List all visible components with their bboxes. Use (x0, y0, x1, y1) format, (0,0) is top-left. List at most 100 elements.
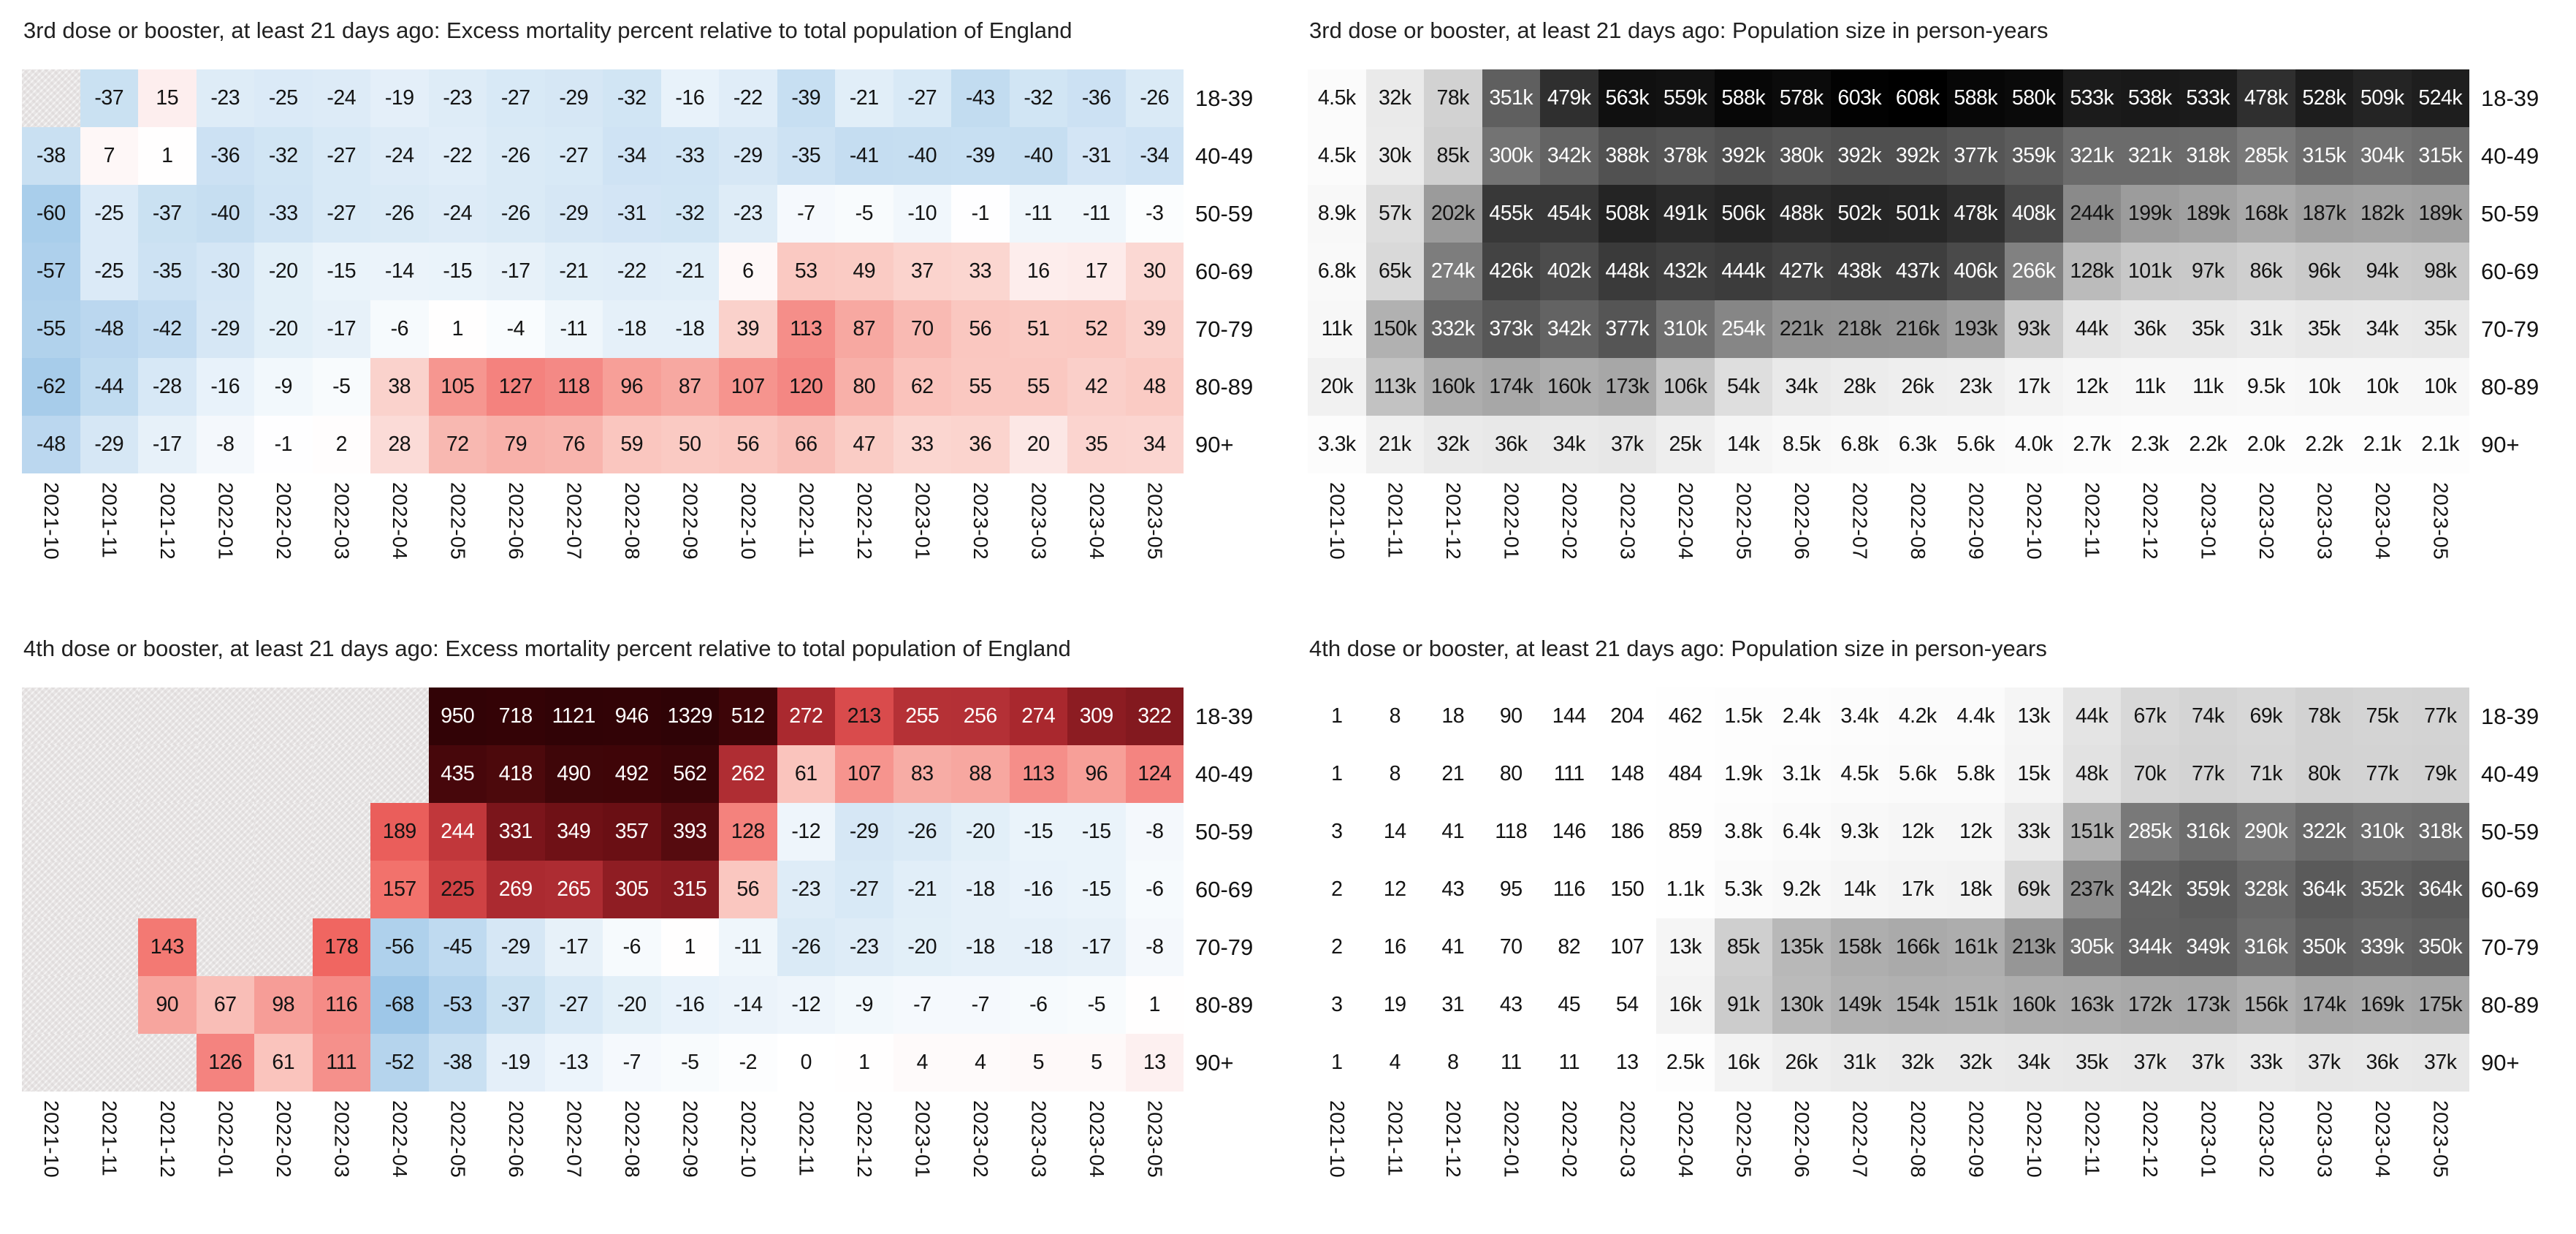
x-tick-label: 2022-06 (1790, 482, 1813, 560)
heatmap-cell: 91k (1714, 976, 1772, 1034)
heatmap-cell: 107 (835, 745, 893, 803)
heatmap-cell: -32 (660, 185, 719, 243)
heatmap-cell: 2.1k (2411, 416, 2469, 473)
heatmap-cell: 48 (1125, 358, 1184, 416)
heatmap-cell: -15 (428, 243, 487, 300)
heatmap-cell: 75k (2353, 688, 2412, 745)
heatmap-cell: 47 (835, 416, 893, 473)
x-tick-label: 2022-11 (795, 482, 818, 559)
heatmap-cell: 93k (2005, 300, 2063, 358)
y-tick-label: 70-79 (2481, 934, 2539, 960)
x-tick-label: 2023-02 (969, 482, 992, 560)
heatmap-cell: 86k (2237, 243, 2295, 300)
x-tick-label: 2022-03 (1616, 482, 1639, 560)
heatmap-cell: 342k (1540, 127, 1598, 185)
heatmap-cell: -29 (80, 416, 138, 473)
heatmap-cell: 169k (2353, 976, 2412, 1034)
y-tick-label: 80-89 (2481, 373, 2539, 400)
heatmap-cell: 10k (2353, 358, 2412, 416)
heatmap-cell-missing (22, 861, 80, 918)
x-tick-label: 2021-10 (39, 482, 63, 560)
x-tick-label: 2022-09 (1965, 1100, 1988, 1178)
x-tick-label: 2022-11 (795, 1100, 818, 1177)
heatmap-cell: 2 (1308, 918, 1366, 976)
heatmap-cell: 83 (893, 745, 951, 803)
heatmap-cell: 331 (487, 803, 545, 861)
heatmap-cell: 305 (603, 861, 661, 918)
heatmap-cell: 364k (2411, 861, 2469, 918)
heatmap-cell: 43 (1482, 976, 1540, 1034)
heatmap-cell: -60 (22, 185, 80, 243)
heatmap-cell: 35k (2295, 300, 2353, 358)
heatmap-cell-missing (22, 745, 80, 803)
axis-corner-spacer (2469, 1092, 2557, 1234)
y-tick-label: 90+ (2481, 431, 2520, 457)
heatmap-cell: 69k (2005, 861, 2063, 918)
x-tick-label: 2023-04 (2371, 1100, 2394, 1178)
heatmap-cell: 315k (2295, 127, 2353, 185)
heatmap-cell: 3.4k (1830, 688, 1889, 745)
heatmap-cell: 2.3k (2121, 416, 2179, 473)
heatmap-cell: 21k (1365, 416, 1424, 473)
heatmap-cell: 315k (2411, 127, 2469, 185)
heatmap-cell: 174k (2295, 976, 2353, 1034)
heatmap-cell: 146 (1540, 803, 1598, 861)
x-tick-label: 2022-10 (736, 1100, 760, 1178)
panel-title: 3rd dose or booster, at least 21 days ag… (1309, 18, 2049, 43)
heatmap-cell: -23 (196, 69, 254, 127)
heatmap-cell: 10k (2295, 358, 2353, 416)
y-tick-label: 60-69 (1195, 258, 1254, 284)
x-tick-label: 2023-04 (1085, 1100, 1108, 1178)
heatmap-cell: -8 (1125, 918, 1184, 976)
heatmap-cell: -7 (951, 976, 1010, 1034)
heatmap-cell: 8 (1365, 745, 1424, 803)
heatmap-cell: 2 (312, 416, 370, 473)
heatmap-cell: 4 (1365, 1034, 1424, 1092)
heatmap-cell: -57 (22, 243, 80, 300)
heatmap-cell: 36k (2353, 1034, 2412, 1092)
heatmap-cell: 4 (951, 1034, 1010, 1092)
heatmap-cell: 351k (1482, 69, 1540, 127)
heatmap-cell: -19 (487, 1034, 545, 1092)
heatmap-cell: 42 (1067, 358, 1126, 416)
heatmap-cell: 61 (777, 745, 835, 803)
heatmap-cell: 349 (544, 803, 603, 861)
heatmap-cell: -45 (428, 918, 487, 976)
x-tick-label: 2023-02 (969, 1100, 992, 1178)
heatmap-cell-missing (254, 745, 313, 803)
heatmap-cell: 69k (2237, 688, 2295, 745)
heatmap-cell: 6.8k (1830, 416, 1889, 473)
heatmap-cell: 193k (1946, 300, 2005, 358)
heatmap-cell: 492 (603, 745, 661, 803)
heatmap-cell: 67 (196, 976, 254, 1034)
heatmap-cell: 62 (893, 358, 951, 416)
heatmap-cell: 79 (487, 416, 545, 473)
heatmap-cell: 78k (1424, 69, 1482, 127)
heatmap-cell: -36 (196, 127, 254, 185)
heatmap-cell: -9 (835, 976, 893, 1034)
heatmap-cell: 437k (1889, 243, 1947, 300)
heatmap-cell: 53 (777, 243, 835, 300)
y-tick-label: 50-59 (1195, 818, 1254, 845)
x-tick-label: 2021-12 (156, 482, 179, 560)
heatmap-cell: 149k (1830, 976, 1889, 1034)
heatmap-cell: 98 (254, 976, 313, 1034)
heatmap-cell-missing (196, 918, 254, 976)
heatmap-cell: 244 (428, 803, 487, 861)
panel-4th-dose-mortality: 4th dose or booster, at least 21 days ag… (22, 633, 1271, 1234)
y-tick-label: 80-89 (1195, 991, 1254, 1018)
heatmap-cell: 608k (1889, 69, 1947, 127)
heatmap-cell: 11 (1540, 1034, 1598, 1092)
heatmap-cell: -16 (660, 976, 719, 1034)
heatmap-cell: 189k (2179, 185, 2237, 243)
heatmap-cell: 39 (719, 300, 777, 358)
heatmap-cell: 59 (603, 416, 661, 473)
y-tick-label: 40-49 (2481, 761, 2539, 787)
heatmap-cell: 364k (2295, 861, 2353, 918)
x-tick-label: 2022-01 (214, 482, 237, 560)
heatmap-cell: -27 (544, 976, 603, 1034)
heatmap-cell: 5.3k (1714, 861, 1772, 918)
heatmap-cell: 11k (2121, 358, 2179, 416)
heatmap-cell: 13k (2005, 688, 2063, 745)
heatmap-cell: -21 (893, 861, 951, 918)
